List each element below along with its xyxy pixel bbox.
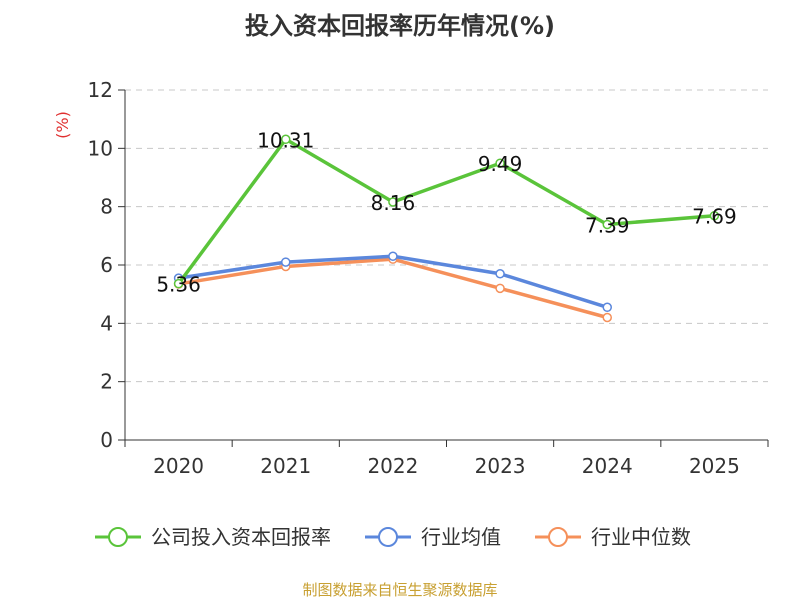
y-axis-unit: (%) (53, 111, 72, 139)
series-line-0 (177, 137, 715, 285)
point-0-2022 (388, 197, 398, 207)
x-tick-label-2023: 2023 (475, 454, 526, 478)
data-label-2024: 7.39 (585, 213, 630, 237)
point-0-2025 (709, 210, 720, 221)
point-1-2021 (281, 257, 291, 267)
x-tick-label-2025: 2025 (689, 454, 740, 478)
legend-marker-2 (548, 527, 568, 547)
point-0-2024 (602, 219, 612, 230)
legend-label-1: 行业均值 (421, 525, 501, 549)
point-2-2023 (495, 283, 505, 294)
x-tick-label-2021: 2021 (260, 454, 311, 478)
data-label-2025: 7.69 (692, 205, 737, 229)
y-tick-label-8: 8 (100, 195, 113, 219)
x-tick-label-2020: 2020 (153, 454, 204, 478)
legend: 公司投入资本回报率 行业均值 行业中位数 (95, 525, 691, 549)
axes: 0 2 4 6 8 10 12 2020 2021 2022 2023 2024 2025 (88, 78, 769, 478)
data-label-2020: 5.36 (156, 273, 201, 297)
legend-label-0: 公司投入资本回报率 (151, 525, 331, 549)
legend-marker-1 (378, 527, 398, 547)
data-label-2021: 10.31 (257, 128, 314, 152)
point-1-2022 (388, 251, 398, 261)
gridlines (125, 89, 768, 383)
y-tick-label-2: 2 (100, 370, 113, 394)
data-labels: 5.36 10.31 8.16 9.49 7.39 7.69 (156, 128, 736, 296)
point-0-2023 (495, 158, 505, 168)
point-1-2023 (495, 269, 505, 279)
series-group (173, 134, 720, 323)
point-0-2021 (281, 134, 291, 145)
y-tick-label-4: 4 (100, 311, 113, 335)
source-note: 制图数据来自恒生聚源数据库 (302, 581, 497, 599)
legend-item-2: 行业中位数 (535, 525, 691, 549)
series-0 (173, 134, 720, 289)
x-tick-label-2024: 2024 (582, 454, 633, 478)
legend-label-2: 行业中位数 (591, 525, 691, 549)
y-tick-label-10: 10 (88, 136, 113, 160)
point-0-2020 (173, 278, 184, 289)
legend-item-0: 公司投入资本回报率 (95, 525, 331, 549)
y-tick-label-12: 12 (88, 78, 113, 102)
legend-marker-0 (108, 527, 128, 547)
point-2-2024 (602, 312, 612, 323)
legend-item-1: 行业均值 (365, 525, 501, 549)
y-tick-label-6: 6 (100, 253, 113, 277)
chart-title: 投入资本回报率历年情况(%) (245, 12, 555, 40)
point-1-2024 (602, 302, 612, 313)
x-tick-label-2022: 2022 (367, 454, 418, 478)
data-label-2023: 9.49 (478, 152, 523, 176)
y-tick-label-0: 0 (100, 428, 113, 452)
data-label-2022: 8.16 (371, 191, 416, 215)
